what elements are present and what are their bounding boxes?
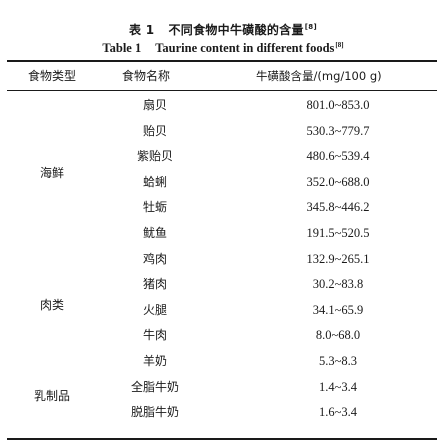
group-label-meat: 肉类 [39, 298, 64, 312]
taurine-value-cell: 5.3~8.3 [318, 353, 357, 368]
food-name-cell: 羊奶 [142, 353, 167, 368]
table-caption-chinese: 表 1 不同食物中牛磺酸的含量[8] [0, 21, 446, 38]
food-name-cell: 全脂牛奶 [130, 379, 179, 394]
table-row: 猪肉 30.2~83.8 [0, 272, 446, 298]
group-label-dairy: 乳制品 [33, 389, 70, 403]
table-row: 牡蛎 345.8~446.2 [0, 195, 446, 221]
caption-title-en: Taurine content in different foods [155, 41, 335, 55]
table-header-rule [7, 90, 437, 91]
caption-title-cn: 不同食物中牛磺酸的含量 [168, 23, 304, 37]
food-name-cell: 火腿 [142, 302, 167, 317]
caption-label-cn: 表 1 [129, 23, 155, 37]
caption-reference-cn: [8] [304, 23, 317, 31]
food-name-cell: 鱿鱼 [142, 225, 167, 240]
taurine-value-cell: 191.5~520.5 [306, 225, 370, 240]
table-row: 羊奶 5.3~8.3 [0, 349, 446, 375]
taurine-value-cell: 132.9~265.1 [306, 251, 370, 266]
table-caption-english: Table 1 Taurine content in different food… [0, 41, 446, 56]
taurine-value-cell: 801.0~853.0 [306, 98, 370, 112]
taurine-value-cell: 530.3~779.7 [306, 123, 370, 138]
table-row: 贻贝 530.3~779.7 [0, 119, 446, 145]
table-row: 蛤蜊 352.0~688.0 [0, 170, 446, 196]
table-row: 脱脂牛奶 1.6~3.4 [0, 400, 446, 426]
taurine-value-cell: 345.8~446.2 [306, 200, 370, 215]
taurine-value-cell: 480.6~539.4 [306, 149, 370, 164]
caption-reference-en: [8] [335, 41, 344, 49]
table-row: 全脂牛奶 1.4~3.4 [0, 375, 446, 401]
table-row: 鸡肉 132.9~265.1 [0, 247, 446, 273]
table-row: 紫贻贝 480.6~539.4 [0, 144, 446, 170]
taurine-value-cell: 352.0~688.0 [306, 174, 370, 189]
food-name-cell: 贻贝 [142, 123, 167, 138]
taurine-value-cell: 8.0~68.0 [315, 328, 361, 343]
food-name-cell: 牛肉 [142, 328, 167, 343]
caption-label-en: Table 1 [102, 41, 142, 55]
food-name-cell: 扇贝 [142, 98, 167, 112]
food-name-cell: 猪肉 [142, 277, 167, 292]
header-food-type: 食物类型 [28, 69, 77, 83]
table-row: 鱿鱼 191.5~520.5 [0, 221, 446, 247]
food-name-cell: 牡蛎 [142, 200, 167, 215]
food-name-cell: 紫贻贝 [136, 149, 173, 164]
table-row: 牛肉 8.0~68.0 [0, 323, 446, 349]
table-row: 扇贝 801.0~853.0 [0, 93, 446, 119]
table-bottom-rule [7, 438, 437, 440]
food-name-cell: 脱脂牛奶 [130, 405, 179, 420]
table-row: 火腿 34.1~65.9 [0, 298, 446, 324]
food-name-cell: 蛤蜊 [142, 174, 167, 189]
taurine-value-cell: 34.1~65.9 [312, 302, 364, 317]
taurine-value-cell: 30.2~83.8 [312, 277, 364, 292]
header-food-name: 食物名称 [122, 69, 171, 83]
food-name-cell: 鸡肉 [142, 251, 167, 266]
table-body: 扇贝 801.0~853.0 贻贝 530.3~779.7 紫贻贝 480.6~539… [0, 93, 446, 426]
taurine-value-cell: 1.6~3.4 [318, 405, 357, 420]
taurine-value-cell: 1.4~3.4 [318, 379, 357, 394]
table-top-rule [7, 60, 437, 62]
header-taurine-content: 牛磺酸含量/(mg/100 g) [256, 69, 382, 83]
group-label-seafood: 海鲜 [39, 166, 64, 180]
